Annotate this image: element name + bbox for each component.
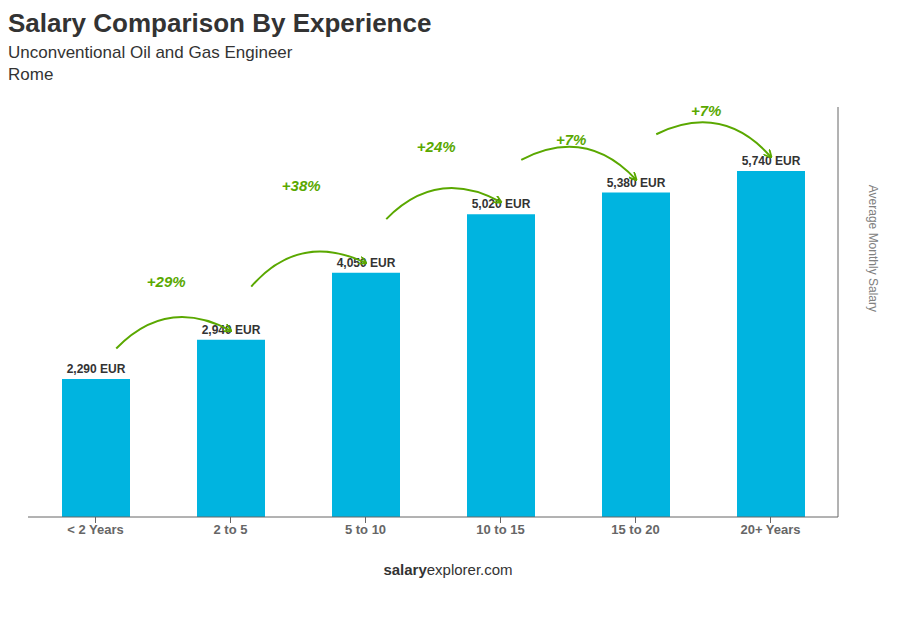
svg-text:Average Monthly Salary: Average Monthly Salary xyxy=(866,185,880,312)
svg-text:+38%: +38% xyxy=(282,177,321,194)
html-text:Salary Comparison By Experienc: Salary Comparison By Experience xyxy=(8,8,432,38)
svg-text:2 to 5: 2 to 5 xyxy=(214,522,248,537)
svg-text:+29%: +29% xyxy=(147,273,186,290)
svg-text:20+ Years: 20+ Years xyxy=(740,522,800,537)
svg-text:2,940 EUR: 2,940 EUR xyxy=(202,323,261,337)
svg-text:5,020 EUR: 5,020 EUR xyxy=(472,197,531,211)
html-text:Rome: Rome xyxy=(8,65,54,84)
svg-text:+24%: +24% xyxy=(417,138,456,155)
svg-text:5,740 EUR: 5,740 EUR xyxy=(741,153,801,168)
svg-text:10 to 15: 10 to 15 xyxy=(476,522,524,537)
html-text:Unconventional Oil and Gas Eng: Unconventional Oil and Gas Engineer xyxy=(8,43,293,62)
svg-text:15 to 20: 15 to 20 xyxy=(611,522,659,537)
svg-text:5,380 EUR: 5,380 EUR xyxy=(607,176,666,190)
svg-text:< 2 Years: < 2 Years xyxy=(67,522,124,537)
svg-text:5 to 10: 5 to 10 xyxy=(345,522,386,537)
svg-text:+7%: +7% xyxy=(691,102,721,119)
svg-text:2,290 EUR: 2,290 EUR xyxy=(67,362,126,376)
html-text:salary explorer.com: salary explorer.com xyxy=(383,561,513,578)
svg-text:+7%: +7% xyxy=(556,131,586,148)
svg-text:4,050 EUR: 4,050 EUR xyxy=(337,256,396,270)
